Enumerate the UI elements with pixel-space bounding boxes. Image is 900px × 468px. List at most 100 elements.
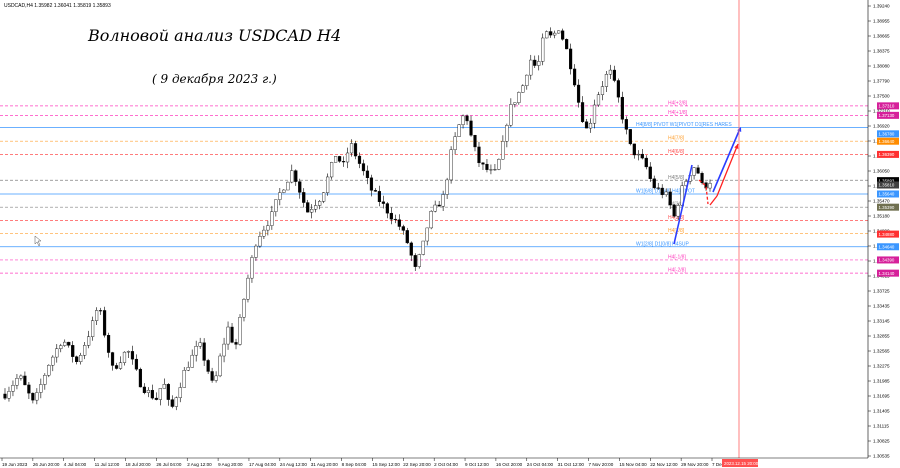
candle-body <box>286 181 290 191</box>
candle-body <box>561 30 565 40</box>
candle-body <box>628 129 632 145</box>
candle-body <box>246 277 250 300</box>
forecast-red-up <box>716 143 739 197</box>
candle-body <box>708 183 712 189</box>
candle-body <box>377 191 382 202</box>
price-badge <box>877 137 899 145</box>
x-tick-label: 15 Sep 12:00 <box>372 462 400 467</box>
candle-body <box>465 115 469 122</box>
candle-body <box>79 355 83 363</box>
candle-body <box>656 187 660 189</box>
level-label: H4[8/8] PIVOT W1[PIVOT D1[RES HARES <box>636 122 732 128</box>
price-badge-text: 1.37130 <box>879 113 895 118</box>
y-tick-label: 1.37790 <box>873 79 890 84</box>
y-tick-label: 1.32565 <box>873 349 890 354</box>
x-tick-label: 24 Aug 12:00 <box>280 462 308 467</box>
price-badge <box>877 230 899 238</box>
x-tick-label: 24 Oct 04:00 <box>527 462 554 467</box>
candle-body <box>238 317 242 345</box>
price-badge-text: 1.35640 <box>879 192 895 197</box>
x-tick-label: 2 Aug 12:00 <box>187 462 212 467</box>
candle-body <box>27 384 31 394</box>
candle-body <box>413 255 417 267</box>
price-badge <box>877 203 899 211</box>
price-badge-text: 1.36390 <box>879 152 895 157</box>
y-tick-label: 1.30825 <box>873 439 890 444</box>
y-tick-label: 1.35470 <box>873 199 890 204</box>
candle-body <box>493 169 497 171</box>
candle-body <box>146 389 150 393</box>
y-tick-label: 1.38080 <box>873 64 890 69</box>
price-badge <box>877 130 899 138</box>
candle-body <box>71 345 75 357</box>
candle-body <box>55 348 59 358</box>
candle-body <box>270 211 274 226</box>
candle-body <box>310 208 314 213</box>
candle-body <box>381 201 385 204</box>
candle-body <box>525 74 529 86</box>
price-badge <box>877 190 899 198</box>
candle-body <box>405 230 409 244</box>
candle-body <box>198 342 202 347</box>
price-badge-text: 1.35390 <box>879 205 895 210</box>
candle-body <box>668 191 672 206</box>
forecast-dashed-red <box>698 179 709 205</box>
price-badge <box>877 243 899 251</box>
candle-body <box>322 192 326 202</box>
candle-body <box>624 119 628 130</box>
price-badge-text: 1.36640 <box>879 139 895 144</box>
candle-body <box>569 48 573 70</box>
candle-body <box>39 384 43 393</box>
candle-body <box>565 39 569 50</box>
candle-body <box>473 135 477 148</box>
x-tick-label: 31 Oct 12:00 <box>558 462 585 467</box>
candle-body <box>330 162 334 178</box>
x-tick-label: 17 Aug 04:00 <box>249 462 277 467</box>
candle-body <box>23 375 27 386</box>
candle-body <box>142 386 146 393</box>
candle-body <box>154 397 158 400</box>
candle-body <box>250 257 254 279</box>
level-label: H4[-2/8] <box>668 268 686 274</box>
candle-body <box>497 159 501 170</box>
candle-body <box>75 356 79 363</box>
time-axis: 19 Jun 2023 26 Jun 20:00 4 Jul 04:00 11 Jul… <box>1 458 737 467</box>
candle-body <box>262 229 266 237</box>
candle-body <box>3 393 7 399</box>
candle-body <box>553 32 557 36</box>
level-label: H4[2/8] <box>668 215 685 221</box>
candle-body <box>353 143 358 157</box>
candle-body <box>202 342 206 361</box>
candle-body <box>608 69 613 75</box>
candle-body <box>596 94 601 106</box>
candle-body <box>349 143 354 154</box>
candle-body <box>35 392 39 401</box>
candle-body <box>588 122 593 129</box>
candle-body <box>162 384 166 389</box>
candle-body <box>314 205 318 210</box>
price-badge-text: 1.34140 <box>879 271 895 276</box>
y-tick-label: 1.39240 <box>873 4 890 9</box>
level-label: H4[5/8] <box>668 175 685 181</box>
price-badge <box>877 150 899 158</box>
y-tick-label: 1.38665 <box>873 34 890 39</box>
symbol-info: USDCAD,H4 1.35982 1.36041 1.35819 1.3589… <box>4 3 111 9</box>
price-badge-text: 1.35893 <box>879 178 895 183</box>
candle-body <box>194 346 198 356</box>
chart-title: Волновой анализ USDCAD H4 <box>87 26 341 45</box>
x-tick-label: 9 Aug 20:00 <box>218 462 243 467</box>
level-label: H4[-1/8] <box>668 254 686 260</box>
candle-body <box>126 351 131 353</box>
candle-body <box>660 187 664 195</box>
price-badge-text: 1.36780 <box>879 132 895 137</box>
chart-date: ( 9 декабря 2023 г.) <box>152 72 277 86</box>
candle-body <box>529 59 533 76</box>
candle-body <box>110 352 115 366</box>
x-tick-label: 19 Jun 2023 <box>2 462 28 467</box>
candle-body <box>190 354 194 368</box>
y-tick-label: 1.35180 <box>873 214 890 219</box>
candle-body <box>541 37 545 62</box>
level-label: W1[2/8] D1[0/8] H4SUP <box>636 241 689 247</box>
candle-body <box>600 86 605 95</box>
